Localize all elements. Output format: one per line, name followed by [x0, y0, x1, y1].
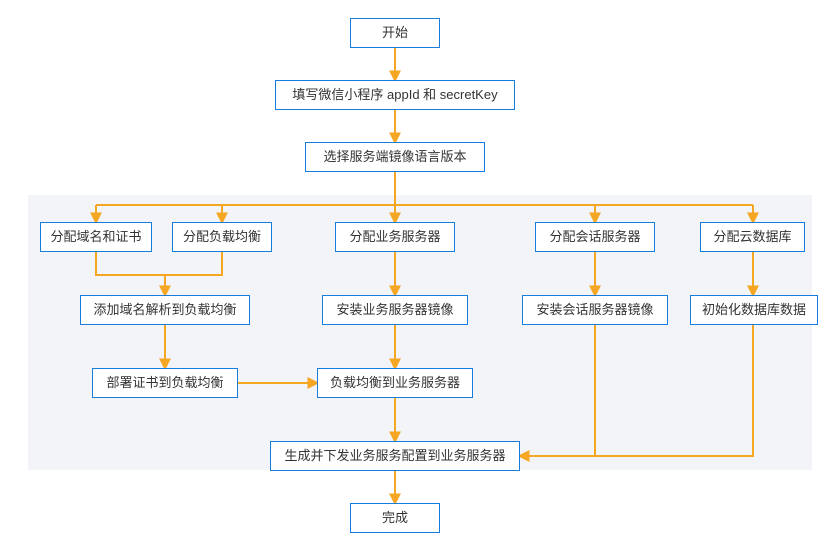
flow-node-start: 开始 [350, 18, 440, 48]
flow-node-b1: 添加域名解析到负载均衡 [80, 295, 250, 325]
flow-node-n2: 选择服务端镜像语言版本 [305, 142, 485, 172]
flow-node-n1: 填写微信小程序 appId 和 secretKey [275, 80, 515, 110]
flow-node-c3: 负载均衡到业务服务器 [317, 368, 473, 398]
flowchart-canvas: 开始填写微信小程序 appId 和 secretKey选择服务端镜像语言版本分配… [0, 0, 840, 549]
flow-node-a4: 分配会话服务器 [535, 222, 655, 252]
flow-node-a2: 分配负载均衡 [172, 222, 272, 252]
flow-node-d: 生成并下发业务服务配置到业务服务器 [270, 441, 520, 471]
flow-node-a5: 分配云数据库 [700, 222, 805, 252]
flow-node-b4: 安装会话服务器镜像 [522, 295, 668, 325]
flow-node-end: 完成 [350, 503, 440, 533]
flow-node-b3: 安装业务服务器镜像 [322, 295, 468, 325]
flow-node-b5: 初始化数据库数据 [690, 295, 818, 325]
flow-node-c1: 部署证书到负载均衡 [92, 368, 238, 398]
flow-node-a3: 分配业务服务器 [335, 222, 455, 252]
flow-node-a1: 分配域名和证书 [40, 222, 152, 252]
